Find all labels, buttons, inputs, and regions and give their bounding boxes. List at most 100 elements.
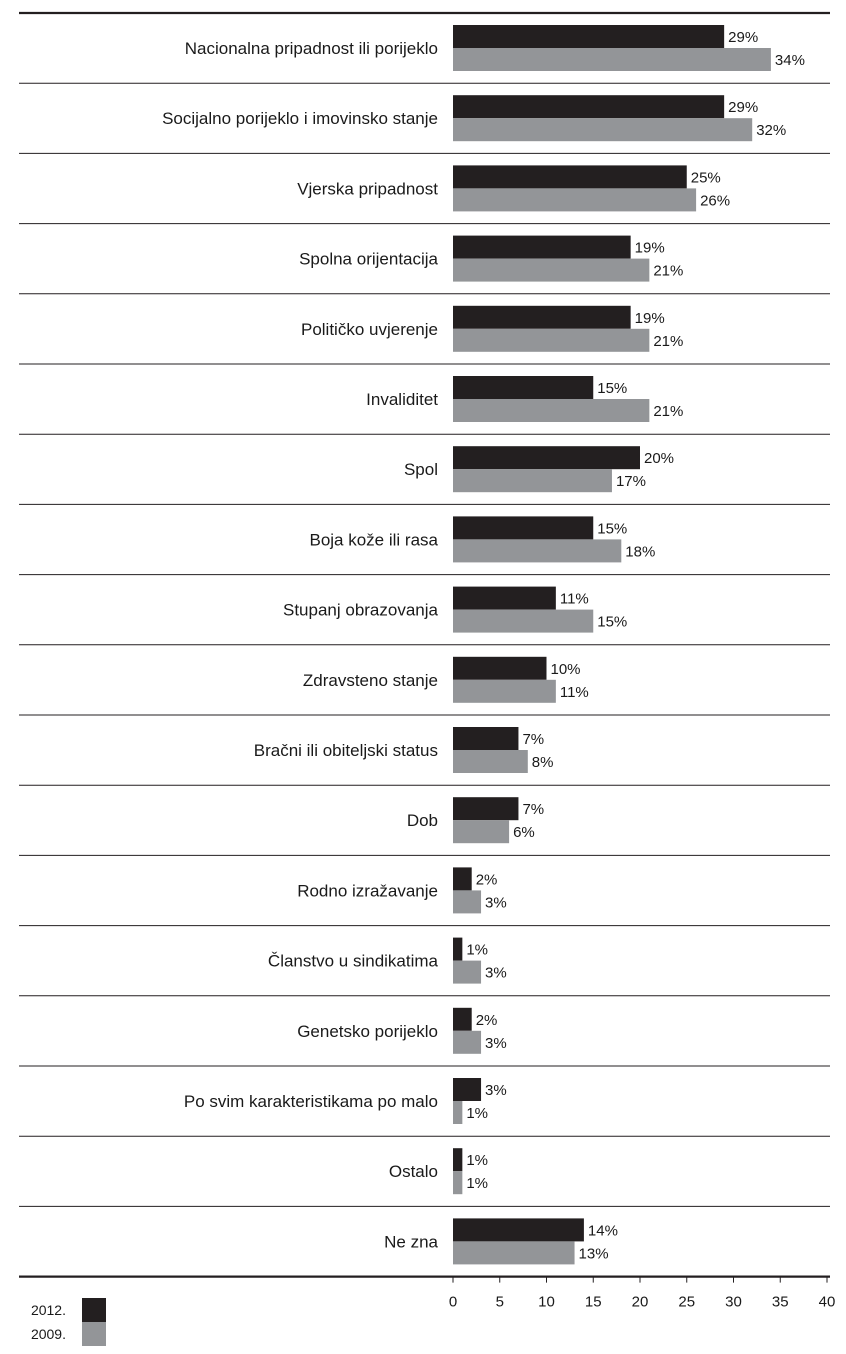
value-label-2009: 26% <box>700 192 730 209</box>
bar-2012 <box>453 1078 482 1101</box>
value-label-2009: 1% <box>466 1175 488 1192</box>
x-tick-label: 40 <box>819 1294 836 1311</box>
legend: 2012. 2009. <box>31 1298 106 1346</box>
category-label: Bračni ili obiteljski status <box>254 741 438 760</box>
value-label-2009: 32% <box>756 122 786 139</box>
bar-2009 <box>453 48 771 71</box>
category-label: Invaliditet <box>366 390 438 409</box>
bar-2009 <box>453 609 594 633</box>
bar-2012 <box>453 1007 472 1031</box>
bar-2009 <box>453 118 753 142</box>
bar-2009 <box>453 328 650 352</box>
x-tick-label: 0 <box>449 1294 457 1311</box>
bar-2012 <box>453 727 519 750</box>
value-label-2009: 3% <box>485 1035 507 1052</box>
value-label-2009: 21% <box>653 333 683 350</box>
category-label: Genetsko porijeklo <box>297 1022 438 1041</box>
category-label: Ne zna <box>384 1232 438 1251</box>
bar-2012 <box>453 867 472 891</box>
labels: Nacionalna pripadnost ili porijeklo 29% 34… <box>162 29 805 1262</box>
value-label-2012: 10% <box>551 661 581 678</box>
bar-2009 <box>453 890 482 914</box>
category-label: Nacionalna pripadnost ili porijeklo <box>185 39 438 58</box>
category-label: Vjerska pripadnost <box>297 179 438 198</box>
bar-2009 <box>453 539 622 563</box>
value-label-2009: 6% <box>513 824 535 841</box>
category-label: Socijalno porijeklo i imovinsko stanje <box>162 109 438 128</box>
category-label: Spolna orijentacija <box>299 250 438 269</box>
bar-2012 <box>453 305 631 329</box>
bar-2009 <box>453 1171 463 1195</box>
value-label-2012: 2% <box>476 1012 498 1029</box>
bar-2012 <box>453 937 463 961</box>
category-label: Boja kože ili rasa <box>309 530 438 549</box>
value-label-2012: 11% <box>560 591 589 608</box>
bar-2012 <box>453 446 640 470</box>
value-label-2009: 13% <box>579 1245 609 1262</box>
x-tick-label: 15 <box>585 1294 602 1311</box>
value-label-2009: 3% <box>485 965 507 982</box>
bar-2012 <box>453 586 556 610</box>
category-label: Zdravsteno stanje <box>303 671 438 690</box>
value-label-2009: 8% <box>532 754 554 771</box>
bar-2009 <box>453 399 650 422</box>
value-label-2012: 20% <box>644 450 674 467</box>
bar-2009 <box>453 960 482 984</box>
value-label-2012: 14% <box>588 1222 618 1239</box>
value-label-2012: 1% <box>466 1152 488 1169</box>
value-label-2009: 11% <box>560 684 589 701</box>
category-label: Dob <box>407 811 438 830</box>
bars <box>453 25 771 1265</box>
bar-2009 <box>453 1101 463 1124</box>
bar-2012 <box>453 516 594 540</box>
bar-2012 <box>453 25 725 48</box>
value-label-2012: 25% <box>691 169 721 186</box>
value-label-2012: 7% <box>522 731 544 748</box>
x-tick-label: 35 <box>772 1294 789 1311</box>
value-label-2009: 17% <box>616 473 646 490</box>
bar-2012 <box>453 797 519 821</box>
bar-2012 <box>453 95 725 119</box>
x-tick-label: 25 <box>678 1294 695 1311</box>
category-label: Ostalo <box>389 1162 438 1181</box>
bar-2009 <box>453 188 697 212</box>
category-label: Političko uvjerenje <box>301 320 438 339</box>
value-label-2012: 15% <box>597 520 627 537</box>
x-tick-label: 5 <box>496 1294 504 1311</box>
bar-2009 <box>453 820 510 844</box>
bar-2012 <box>453 1218 584 1242</box>
value-label-2012: 29% <box>728 29 758 46</box>
category-label: Članstvo u sindikatima <box>268 952 439 971</box>
value-label-2012: 1% <box>466 942 488 959</box>
value-label-2012: 15% <box>597 380 627 397</box>
value-label-2012: 2% <box>476 871 498 888</box>
value-label-2009: 18% <box>625 543 655 560</box>
bar-2012 <box>453 235 631 259</box>
bar-2009 <box>453 469 612 493</box>
x-tick-label: 20 <box>632 1294 649 1311</box>
value-label-2009: 15% <box>597 614 627 631</box>
value-label-2012: 19% <box>635 310 665 327</box>
value-label-2012: 29% <box>728 99 758 116</box>
category-label: Rodno izražavanje <box>297 881 438 900</box>
x-tick-label: 10 <box>538 1294 555 1311</box>
value-label-2009: 1% <box>466 1105 488 1122</box>
value-label-2012: 19% <box>635 240 665 257</box>
legend-label-2009: 2009. <box>31 1326 66 1342</box>
bar-2012 <box>453 165 687 189</box>
bar-2009 <box>453 679 556 703</box>
legend-swatch-2012 <box>82 1298 106 1322</box>
legend-swatch-2009 <box>82 1322 106 1346</box>
value-label-2009: 21% <box>653 403 683 420</box>
bar-2009 <box>453 1030 482 1054</box>
value-label-2012: 7% <box>522 801 544 818</box>
value-label-2009: 21% <box>653 263 683 280</box>
bar-2012 <box>453 656 547 680</box>
bar-2009 <box>453 258 650 282</box>
category-label: Stupanj obrazovanja <box>283 601 439 620</box>
legend-label-2012: 2012. <box>31 1302 66 1318</box>
value-label-2012: 3% <box>485 1082 507 1099</box>
x-tick-label: 30 <box>725 1294 742 1311</box>
